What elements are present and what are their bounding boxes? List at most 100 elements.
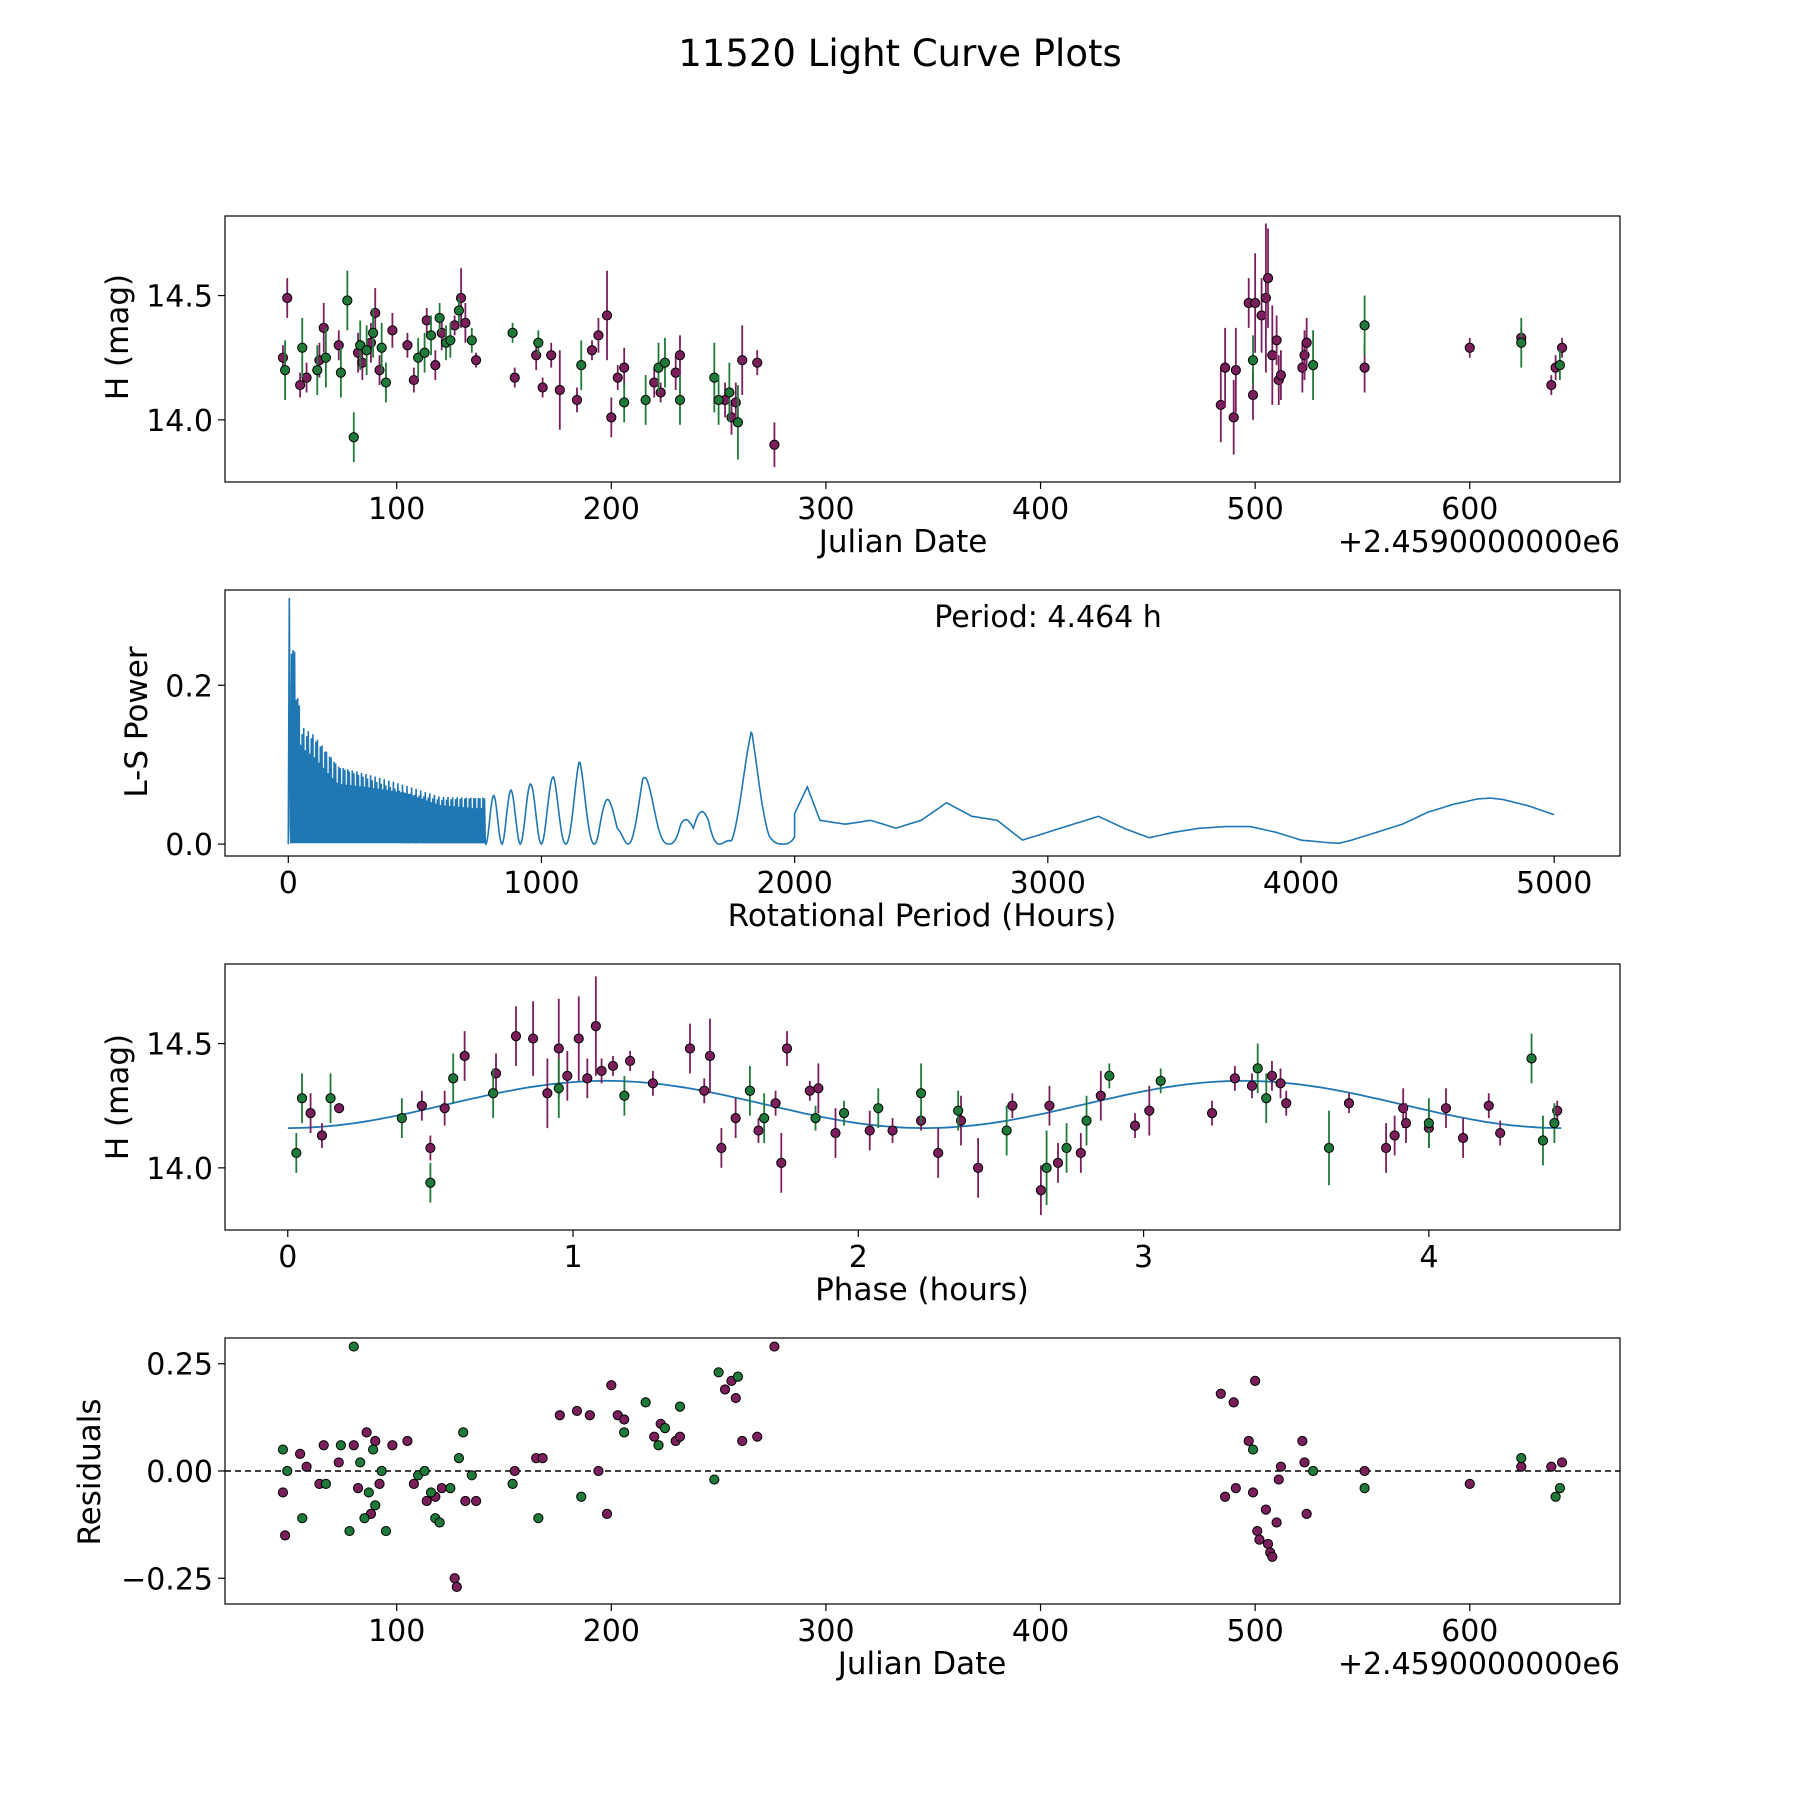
residuals-point-green bbox=[335, 1440, 346, 1451]
residuals-ytick-label: 0.25 bbox=[146, 1348, 213, 1383]
phased-point-green bbox=[953, 1105, 964, 1116]
lightcurve-point-magenta bbox=[1230, 365, 1241, 376]
residuals-point-green bbox=[282, 1465, 293, 1477]
lightcurve-point-magenta bbox=[295, 379, 306, 391]
ls-power-line bbox=[287, 597, 1555, 846]
phased-point-magenta bbox=[1052, 1157, 1064, 1168]
periodogram-ylabel: L-S Power bbox=[119, 646, 155, 797]
residuals-point-magenta bbox=[674, 1431, 686, 1442]
residuals-point-green bbox=[367, 1444, 379, 1455]
lightcurve-point-magenta bbox=[509, 372, 520, 383]
phased-point-magenta bbox=[704, 1050, 716, 1062]
residuals-point-green bbox=[732, 1371, 744, 1382]
lightcurve-point-green bbox=[732, 417, 744, 428]
residuals-point-magenta bbox=[1301, 1508, 1312, 1520]
lightcurve-point-green bbox=[361, 345, 372, 356]
phased-point-green bbox=[1001, 1125, 1012, 1136]
lightcurve-point-magenta bbox=[1297, 362, 1308, 373]
residuals-point-magenta bbox=[1220, 1491, 1231, 1502]
phased-point-green bbox=[1549, 1118, 1560, 1129]
residuals-point-magenta bbox=[1556, 1457, 1568, 1468]
phased-point-magenta bbox=[770, 1098, 781, 1109]
residuals-point-magenta bbox=[571, 1405, 583, 1417]
residuals-point-green bbox=[425, 1487, 437, 1498]
lightcurve-point-magenta bbox=[737, 355, 748, 366]
residuals-point-green bbox=[1516, 1453, 1527, 1464]
phased-point-magenta bbox=[316, 1130, 328, 1141]
phased-point-magenta bbox=[1044, 1100, 1055, 1111]
phased-point-magenta bbox=[1400, 1118, 1412, 1129]
phased-point-magenta bbox=[647, 1078, 659, 1089]
lightcurve-point-green bbox=[507, 327, 518, 338]
lightcurve-point-magenta bbox=[1250, 297, 1261, 309]
phased-point-magenta bbox=[1007, 1100, 1018, 1111]
lightcurve-point-magenta bbox=[531, 350, 542, 361]
residuals-point-green bbox=[453, 1453, 465, 1464]
lightcurve-point-magenta bbox=[586, 345, 598, 356]
phased-point-green bbox=[1155, 1075, 1166, 1086]
residuals-point-green bbox=[359, 1513, 370, 1524]
residuals-xtick-label: 200 bbox=[583, 1614, 640, 1649]
lightcurve-point-magenta bbox=[670, 367, 681, 378]
residuals-point-magenta bbox=[619, 1414, 630, 1425]
phased-point-magenta bbox=[542, 1088, 553, 1099]
lightcurve-point-magenta bbox=[554, 384, 565, 396]
phased-point-magenta bbox=[527, 1033, 539, 1044]
phased-point-green bbox=[1081, 1115, 1092, 1126]
lightcurve-point-magenta bbox=[370, 307, 381, 319]
residuals-point-green bbox=[653, 1440, 664, 1451]
residuals-point-green bbox=[419, 1465, 430, 1477]
lightcurve-point-magenta bbox=[408, 374, 419, 386]
lightcurve-point-green bbox=[533, 337, 544, 348]
residuals-point-green bbox=[713, 1367, 724, 1378]
lightcurve-point-magenta bbox=[1247, 389, 1259, 401]
residuals-point-magenta bbox=[1359, 1465, 1370, 1477]
lightcurve-point-magenta bbox=[301, 372, 312, 383]
residuals-point-green bbox=[709, 1474, 720, 1485]
phased-xlabel: Phase (hours) bbox=[815, 1272, 1029, 1308]
periodogram-xlabel: Rotational Period (Hours) bbox=[728, 898, 1117, 934]
lightcurve-xlabel: Julian Date bbox=[817, 524, 988, 560]
phased-point-magenta bbox=[1206, 1108, 1218, 1119]
lightcurve-point-green bbox=[320, 352, 331, 363]
lightcurve-point-green bbox=[419, 347, 430, 358]
lightcurve-point-magenta bbox=[1299, 350, 1310, 361]
lightcurve-point-green bbox=[640, 394, 651, 406]
lightcurve-point-magenta bbox=[601, 310, 613, 321]
lightcurve-point-magenta bbox=[1359, 362, 1370, 373]
residuals-point-magenta bbox=[1215, 1388, 1226, 1399]
phased-xtick-label: 3 bbox=[1134, 1240, 1153, 1275]
lightcurve-point-magenta bbox=[752, 357, 763, 368]
lightcurve-point-magenta bbox=[277, 352, 289, 363]
phased-point-green bbox=[1323, 1142, 1335, 1154]
residuals-point-magenta bbox=[1254, 1534, 1265, 1545]
residuals-ytick-label: 0.00 bbox=[146, 1455, 213, 1490]
periodogram-ytick-label: 0.2 bbox=[165, 669, 213, 704]
lightcurve-point-magenta bbox=[571, 394, 583, 406]
residuals-point-magenta bbox=[277, 1487, 289, 1498]
phased-point-magenta bbox=[933, 1147, 944, 1159]
lightcurve-ylabel: H (mag) bbox=[100, 274, 136, 400]
phased-point-magenta bbox=[699, 1085, 710, 1096]
phased-point-green bbox=[488, 1088, 499, 1099]
residuals-point-magenta bbox=[301, 1461, 312, 1472]
lightcurve-point-green bbox=[1554, 360, 1566, 371]
phased-point-green bbox=[873, 1103, 884, 1114]
residuals-point-magenta bbox=[279, 1530, 291, 1541]
lightcurve-point-magenta bbox=[430, 360, 441, 371]
lightcurve-point-green bbox=[297, 342, 308, 353]
lightcurve-point-green bbox=[674, 394, 686, 406]
residuals-point-magenta bbox=[601, 1508, 613, 1520]
residuals-point-magenta bbox=[471, 1495, 482, 1507]
period-annotation: Period: 4.464 h bbox=[934, 600, 1162, 635]
residuals-point-magenta bbox=[554, 1410, 565, 1421]
phased-point-magenta bbox=[684, 1043, 696, 1054]
lightcurve-point-magenta bbox=[1275, 370, 1287, 381]
residuals-point-magenta bbox=[1262, 1538, 1274, 1550]
residuals-point-magenta bbox=[1516, 1461, 1527, 1472]
phased-point-green bbox=[296, 1093, 308, 1104]
lightcurve-point-magenta bbox=[318, 322, 329, 333]
residuals-point-green bbox=[363, 1487, 374, 1498]
lightcurve-point-magenta bbox=[674, 350, 686, 361]
residuals-axes: Julian Date Residuals +2.4590000000e6 10… bbox=[72, 1337, 1621, 1682]
